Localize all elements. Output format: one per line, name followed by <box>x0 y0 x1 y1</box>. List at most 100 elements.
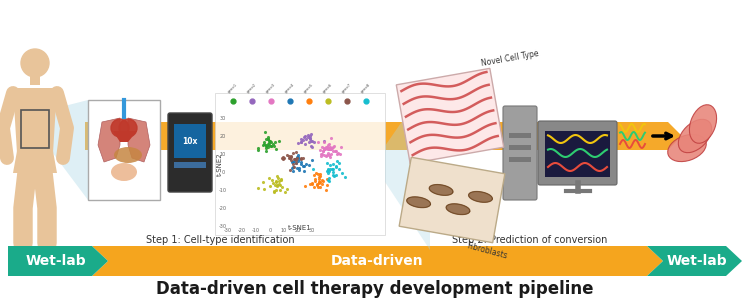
Point <box>326 167 338 172</box>
Polygon shape <box>13 88 57 153</box>
Polygon shape <box>49 100 88 200</box>
Point <box>290 165 302 170</box>
Text: 20: 20 <box>220 133 226 139</box>
Point <box>320 154 332 159</box>
Point <box>293 166 305 171</box>
Polygon shape <box>406 197 430 208</box>
Text: Data-driven: Data-driven <box>332 254 424 268</box>
Point <box>322 147 334 152</box>
Polygon shape <box>8 246 108 276</box>
Point <box>320 146 332 151</box>
Point <box>330 164 342 169</box>
Point <box>326 152 338 156</box>
Point <box>292 156 304 161</box>
Point <box>302 135 313 140</box>
Text: -10: -10 <box>252 228 260 233</box>
Text: Novel Cell Type: Novel Cell Type <box>480 49 539 68</box>
Point <box>336 170 348 175</box>
Point <box>292 155 304 160</box>
Point <box>311 181 323 186</box>
Point <box>296 140 307 144</box>
Point <box>306 158 318 163</box>
Point <box>308 139 320 144</box>
Point <box>312 172 324 177</box>
Point <box>314 148 326 153</box>
Point <box>321 145 333 150</box>
Point <box>274 181 286 186</box>
Point <box>304 137 316 142</box>
Point <box>271 182 283 187</box>
Polygon shape <box>113 131 137 142</box>
Point <box>258 141 270 146</box>
FancyBboxPatch shape <box>168 113 212 192</box>
Polygon shape <box>85 122 682 150</box>
Point <box>325 136 337 141</box>
Point <box>287 165 299 170</box>
Point <box>259 130 271 135</box>
Point <box>270 147 282 152</box>
Point <box>268 182 280 187</box>
Point <box>295 155 307 160</box>
Point <box>283 155 295 160</box>
Point <box>286 160 298 164</box>
Text: Wet-lab: Wet-lab <box>26 254 86 268</box>
Text: -10: -10 <box>219 188 227 192</box>
Point <box>314 172 326 176</box>
Point <box>286 166 298 171</box>
Point <box>331 152 343 156</box>
Point <box>306 139 318 144</box>
Point <box>260 145 272 150</box>
Point <box>308 167 320 172</box>
Point <box>286 155 298 160</box>
Point <box>273 178 285 183</box>
Point <box>263 140 275 145</box>
Point <box>291 155 303 160</box>
FancyBboxPatch shape <box>538 121 617 185</box>
Point <box>323 169 335 174</box>
Point <box>295 157 307 162</box>
Point <box>313 140 325 144</box>
Text: t-SNE1: t-SNE1 <box>288 225 312 231</box>
Point <box>309 177 321 182</box>
Point <box>304 144 316 149</box>
Point <box>290 161 302 166</box>
Point <box>339 175 351 180</box>
Point <box>253 185 265 190</box>
Point <box>262 141 274 146</box>
Point <box>292 152 304 157</box>
Polygon shape <box>13 151 57 173</box>
Text: gene8: gene8 <box>360 83 372 94</box>
Polygon shape <box>385 81 430 250</box>
Point <box>316 181 328 186</box>
Point <box>321 144 333 149</box>
Point <box>290 160 302 165</box>
Point <box>327 173 339 178</box>
Point <box>299 136 311 141</box>
Text: -20: -20 <box>219 205 227 210</box>
Point <box>312 184 324 189</box>
Point <box>272 173 284 178</box>
Ellipse shape <box>114 147 142 163</box>
Point <box>260 143 272 148</box>
Point <box>295 137 307 142</box>
Circle shape <box>119 119 137 137</box>
Point <box>313 180 325 185</box>
Point <box>322 178 334 183</box>
Text: gene7: gene7 <box>341 83 352 94</box>
Text: gene5: gene5 <box>303 83 315 94</box>
Point <box>274 178 286 183</box>
Text: gene2: gene2 <box>246 83 258 94</box>
Text: 10x: 10x <box>182 137 198 146</box>
Point <box>311 183 323 188</box>
Point <box>322 146 334 151</box>
Point <box>264 138 276 143</box>
Point <box>272 138 284 143</box>
Point <box>318 139 330 144</box>
FancyBboxPatch shape <box>174 124 206 158</box>
Point <box>323 178 335 183</box>
Point <box>262 145 274 150</box>
Point <box>330 149 342 154</box>
Point <box>314 174 326 179</box>
Point <box>272 175 284 180</box>
Point <box>322 153 334 158</box>
